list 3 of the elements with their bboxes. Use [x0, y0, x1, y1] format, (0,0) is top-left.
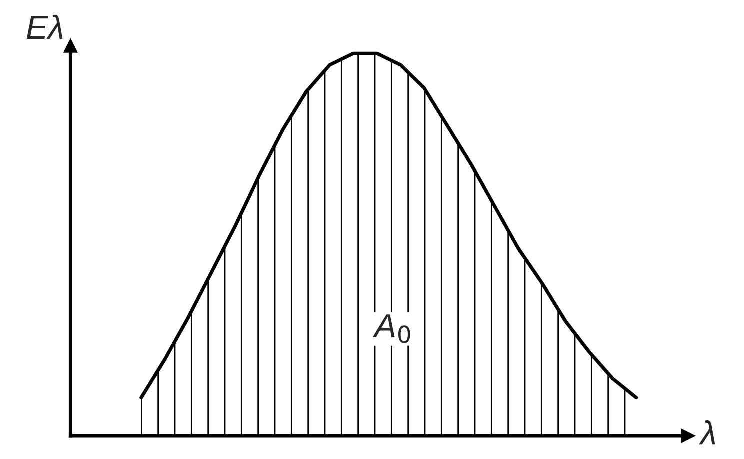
y-axis-title: Eλ	[26, 14, 63, 39]
x-axis-title: λ	[699, 420, 716, 445]
annotation: A$_{0}$	[372, 314, 410, 344]
